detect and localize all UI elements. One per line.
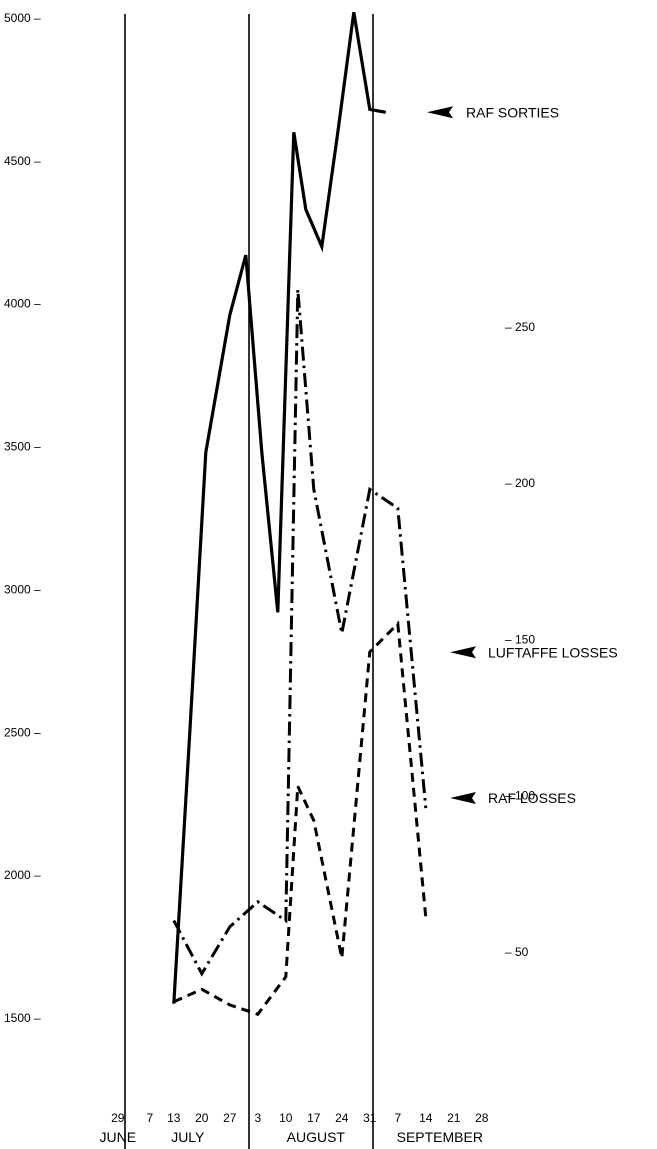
x-tick-label-11: 14 [419, 1111, 433, 1125]
left-tick-label-4500: 4500 – [4, 154, 41, 168]
series-line-raf-sorties [172, 12, 387, 1004]
month-boundary-lines [124, 14, 374, 1149]
x-tick-label-13: 28 [475, 1111, 489, 1125]
left-tick-label-3000: 3000 – [4, 582, 41, 596]
left-tick-label-1500: 1500 – [4, 1011, 41, 1025]
series-line-raf-losses [173, 620, 428, 1017]
series-label-raf-losses: RAF LOSSES [488, 790, 576, 806]
month-label-june: JUNE [100, 1129, 137, 1145]
series-labels: RAF SORTIES LUFTAFFE LOSSES RAF LOSSES [427, 104, 618, 806]
left-tick-label-4000: 4000 – [4, 297, 41, 311]
left-tick-label-3500: 3500 – [4, 440, 41, 454]
right-y-axis: – 250 – 200 – 150 – 100 – 50 [505, 320, 535, 959]
x-tick-label-10: 7 [394, 1111, 401, 1125]
right-tick-label-200: – 200 [505, 476, 535, 490]
x-tick-label-9: 31 [363, 1111, 377, 1125]
x-tick-label-0: 29 [111, 1111, 125, 1125]
series-label-luftaffe-losses: LUFTAFFE LOSSES [488, 644, 618, 660]
x-tick-label-2: 13 [167, 1111, 181, 1125]
series-lines [172, 12, 428, 1017]
series-label-arrow-raf-sorties [427, 106, 453, 119]
series-label-arrow-raf-losses [450, 792, 476, 804]
x-tick-label-5: 3 [254, 1111, 261, 1125]
series-label-arrow-luftaffe-losses [450, 646, 476, 659]
x-tick-label-6: 10 [279, 1111, 293, 1125]
x-tick-label-12: 21 [447, 1111, 461, 1125]
series-label-raf-sorties: RAF SORTIES [466, 104, 559, 120]
left-tick-label-5000: 5000 – [4, 11, 41, 25]
x-tick-label-8: 24 [335, 1111, 349, 1125]
x-tick-label-7: 17 [307, 1111, 321, 1125]
right-tick-label-250: – 250 [505, 320, 535, 334]
x-tick-label-4: 27 [223, 1111, 237, 1125]
right-tick-label-100: – 100 [505, 789, 535, 803]
x-axis: 29 7 13 20 27 3 10 17 24 31 7 14 21 28 JUNE JULY AUGUST S… [100, 1111, 489, 1145]
month-label-july: JULY [171, 1129, 205, 1145]
month-label-august: AUGUST [287, 1129, 346, 1145]
left-tick-label-2500: 2500 – [4, 725, 41, 739]
left-y-axis: 5000 – 4500 – 4000 – 3500 – 3000 – 2500 – 2000… [4, 11, 41, 1025]
month-label-september: SEPTEMBER [397, 1129, 483, 1145]
left-tick-label-2000: 2000 – [4, 868, 41, 882]
right-tick-label-50: – 50 [505, 945, 529, 959]
x-tick-label-1: 7 [146, 1111, 153, 1125]
x-tick-label-3: 20 [195, 1111, 209, 1125]
right-tick-label-150: – 150 [505, 632, 535, 646]
